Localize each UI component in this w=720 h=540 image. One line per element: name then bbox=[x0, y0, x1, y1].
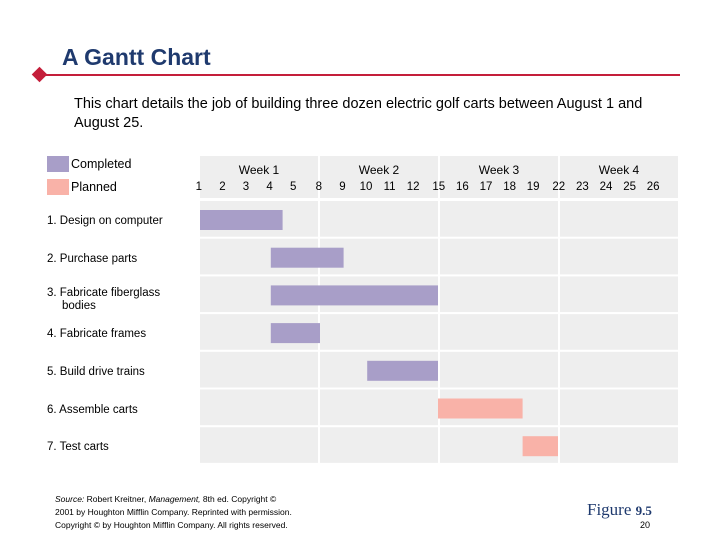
legend-label-completed: Completed bbox=[71, 157, 132, 171]
task-label: 2. Purchase parts bbox=[47, 252, 138, 265]
grid-cell bbox=[560, 314, 678, 350]
day-tick-label: 10 bbox=[359, 181, 373, 193]
source-line-3: Copyright © by Houghton Mifflin Company.… bbox=[55, 520, 288, 530]
day-tick-label: 1 bbox=[195, 181, 202, 193]
legend-swatch-completed bbox=[47, 156, 69, 172]
day-tick-label: 3 bbox=[242, 181, 250, 193]
task-bar-planned bbox=[438, 398, 523, 419]
task-label: 1. Design on computer bbox=[47, 215, 163, 227]
grid-cell bbox=[560, 238, 678, 275]
source-label: Source: bbox=[55, 494, 85, 504]
legend-label-planned: Planned bbox=[71, 180, 117, 194]
slide-title: A Gantt Chart bbox=[62, 44, 211, 70]
task-bar-completed bbox=[367, 360, 438, 381]
grid-cell bbox=[440, 238, 558, 275]
week-label: Week 4 bbox=[598, 163, 640, 177]
grid-cell bbox=[200, 389, 318, 426]
day-tick-label: 8 bbox=[315, 181, 322, 193]
grid-cell bbox=[560, 276, 678, 313]
task-label: 4. Fabricate frames bbox=[47, 328, 147, 341]
day-tick-label: 12 bbox=[406, 181, 420, 193]
grid-cell bbox=[320, 389, 438, 426]
week-header-bg bbox=[560, 156, 678, 198]
source-edition: 8th ed. Copyright © bbox=[200, 494, 277, 504]
task-label: 6. Assemble carts bbox=[47, 403, 138, 416]
task-bar-completed bbox=[270, 285, 438, 306]
legend-swatch-planned bbox=[47, 179, 69, 195]
grid-cell bbox=[440, 351, 558, 388]
day-tick-label: 11 bbox=[383, 181, 396, 193]
grid-cell bbox=[560, 427, 678, 463]
week-label: Week 1 bbox=[238, 163, 280, 177]
task-label: bodies bbox=[62, 300, 96, 313]
day-tick-label: 26 bbox=[646, 181, 660, 193]
source-citation: Source: Robert Kreitner, Management, 8th… bbox=[55, 493, 292, 532]
title-rule bbox=[40, 74, 680, 76]
day-tick-label: 16 bbox=[455, 181, 469, 193]
figure-number: 9.5 bbox=[635, 503, 652, 518]
figure-word: Figure bbox=[587, 500, 632, 519]
day-tick-label: 19 bbox=[526, 181, 540, 193]
task-label: 7. Test carts bbox=[47, 441, 109, 454]
page-number: 20 bbox=[640, 520, 651, 530]
grid-cell bbox=[200, 427, 318, 463]
day-tick-label: 24 bbox=[599, 181, 613, 193]
grid-cell bbox=[440, 314, 558, 350]
week-header-bg bbox=[200, 156, 318, 198]
day-tick-label: 5 bbox=[289, 181, 297, 193]
task-bar-completed bbox=[200, 210, 283, 230]
grid-cell bbox=[200, 351, 318, 388]
week-label: Week 3 bbox=[478, 163, 520, 177]
task-bar-completed bbox=[270, 247, 344, 268]
grid-cell bbox=[320, 314, 438, 350]
day-tick-label: 15 bbox=[432, 181, 446, 193]
week-label: Week 2 bbox=[358, 163, 400, 177]
source-author: Robert Kreitner, bbox=[86, 494, 149, 504]
day-tick-label: 22 bbox=[552, 181, 566, 193]
task-label: 3. Fabricate fiberglass bbox=[47, 287, 161, 300]
task-bar-planned bbox=[522, 436, 558, 457]
day-tick-label: 2 bbox=[219, 181, 226, 193]
source-book-title: Management, bbox=[148, 494, 201, 504]
grid-cell bbox=[560, 351, 678, 388]
week-header-bg bbox=[320, 156, 438, 198]
figure-caption: Figure 9.5 bbox=[587, 500, 652, 520]
week-header-bg bbox=[440, 156, 558, 198]
grid-cell bbox=[440, 276, 558, 313]
task-label: 5. Build drive trains bbox=[47, 365, 145, 378]
day-tick-label: 23 bbox=[575, 181, 589, 193]
slide-description: This chart details the job of building t… bbox=[74, 96, 643, 131]
source-line-2: 2001 by Houghton Mifflin Company. Reprin… bbox=[55, 507, 292, 517]
task-bar-completed bbox=[270, 323, 320, 344]
grid-cell bbox=[560, 201, 678, 237]
day-tick-label: 9 bbox=[339, 181, 346, 193]
grid-cell bbox=[440, 201, 558, 237]
day-tick-label: 25 bbox=[623, 181, 636, 193]
day-tick-label: 18 bbox=[503, 181, 516, 193]
day-tick-label: 17 bbox=[479, 181, 493, 193]
day-tick-label: 4 bbox=[266, 181, 273, 193]
grid-cell bbox=[320, 201, 438, 237]
grid-cell bbox=[320, 427, 438, 463]
grid-cell bbox=[560, 389, 678, 426]
